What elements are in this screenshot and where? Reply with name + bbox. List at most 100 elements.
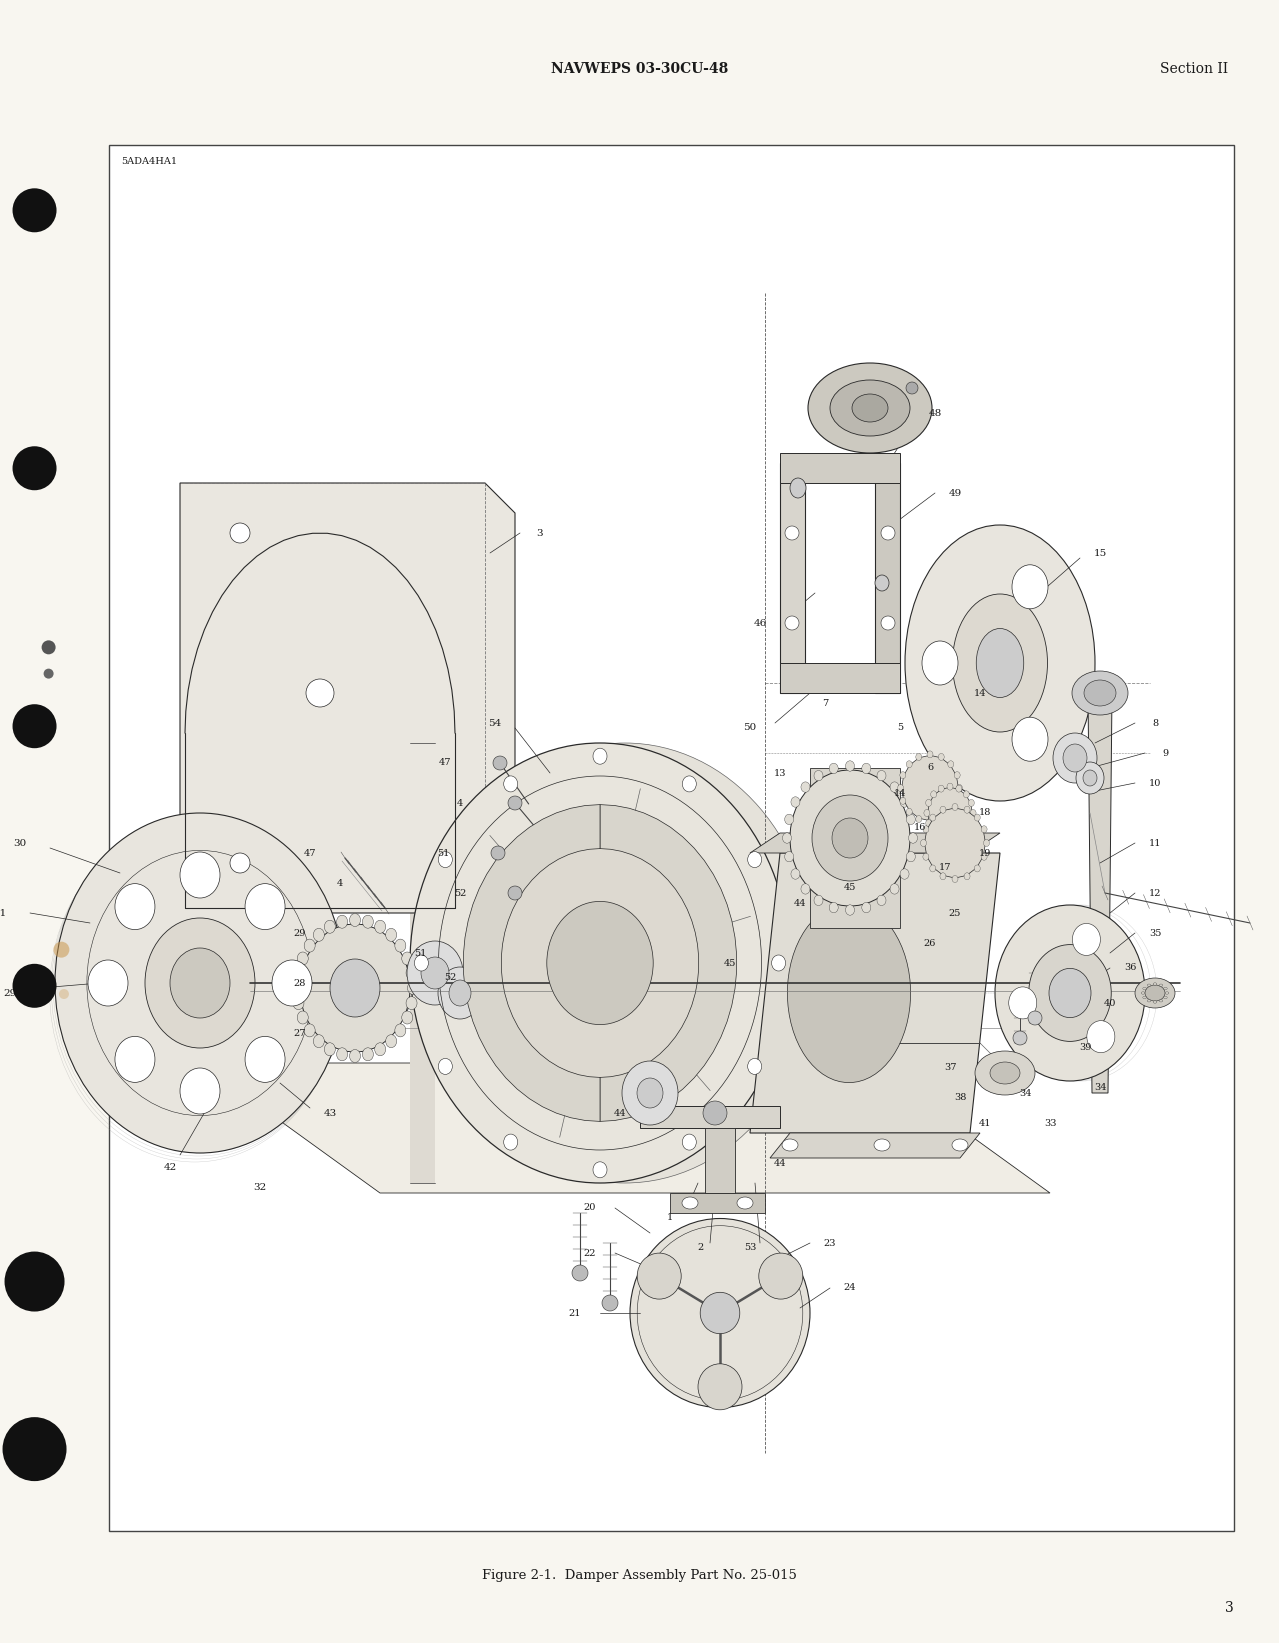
Ellipse shape — [1159, 984, 1163, 986]
Ellipse shape — [145, 918, 255, 1048]
Ellipse shape — [906, 526, 1095, 802]
Ellipse shape — [968, 800, 975, 807]
Polygon shape — [180, 483, 515, 914]
Ellipse shape — [421, 956, 449, 989]
Ellipse shape — [969, 810, 976, 817]
Ellipse shape — [622, 1061, 678, 1125]
Ellipse shape — [906, 383, 918, 394]
Text: 8: 8 — [1152, 718, 1157, 728]
Ellipse shape — [700, 1293, 739, 1334]
Ellipse shape — [349, 914, 361, 927]
Ellipse shape — [975, 813, 980, 822]
Ellipse shape — [1012, 718, 1048, 761]
Ellipse shape — [963, 828, 969, 835]
Text: 7: 7 — [822, 698, 828, 708]
Ellipse shape — [306, 679, 334, 706]
Ellipse shape — [311, 938, 399, 1038]
Text: 50: 50 — [743, 723, 757, 733]
Ellipse shape — [852, 394, 888, 422]
Ellipse shape — [297, 1010, 308, 1024]
Text: 44: 44 — [774, 1158, 787, 1168]
Ellipse shape — [781, 1139, 798, 1152]
Ellipse shape — [975, 864, 980, 872]
Ellipse shape — [952, 1139, 968, 1152]
Ellipse shape — [1154, 1001, 1156, 1004]
Ellipse shape — [301, 923, 411, 1052]
Ellipse shape — [449, 979, 471, 1006]
Ellipse shape — [437, 968, 482, 1019]
Ellipse shape — [907, 851, 916, 863]
Ellipse shape — [1028, 945, 1111, 1042]
Text: 45: 45 — [724, 958, 737, 968]
Ellipse shape — [1049, 968, 1091, 1017]
Ellipse shape — [929, 787, 972, 838]
Circle shape — [13, 705, 56, 748]
Ellipse shape — [180, 1068, 220, 1114]
Text: 25: 25 — [949, 909, 962, 917]
Text: 38: 38 — [954, 1094, 966, 1102]
Ellipse shape — [1063, 744, 1087, 772]
Ellipse shape — [491, 846, 505, 859]
Ellipse shape — [492, 756, 506, 771]
Ellipse shape — [1147, 999, 1151, 1002]
Ellipse shape — [547, 902, 654, 1025]
Ellipse shape — [995, 905, 1145, 1081]
Ellipse shape — [180, 853, 220, 899]
Ellipse shape — [829, 902, 838, 914]
Ellipse shape — [508, 886, 522, 900]
Ellipse shape — [845, 761, 854, 771]
Polygon shape — [200, 1063, 1050, 1193]
Text: 43: 43 — [324, 1109, 336, 1117]
Ellipse shape — [890, 782, 899, 792]
Ellipse shape — [115, 1037, 155, 1083]
Circle shape — [54, 941, 69, 958]
Polygon shape — [770, 1134, 980, 1158]
Circle shape — [43, 669, 54, 679]
Ellipse shape — [785, 616, 799, 629]
Text: 33: 33 — [1044, 1119, 1056, 1127]
Ellipse shape — [292, 981, 303, 994]
Ellipse shape — [1154, 983, 1156, 986]
Ellipse shape — [890, 884, 899, 894]
Ellipse shape — [784, 851, 794, 863]
Ellipse shape — [877, 771, 886, 780]
Ellipse shape — [1143, 996, 1146, 999]
Ellipse shape — [1085, 680, 1117, 706]
Ellipse shape — [923, 853, 929, 861]
Ellipse shape — [602, 1295, 618, 1311]
Ellipse shape — [790, 771, 909, 905]
Polygon shape — [780, 463, 804, 693]
Text: 51: 51 — [437, 848, 449, 858]
Text: 28: 28 — [294, 979, 306, 987]
Ellipse shape — [682, 1134, 696, 1150]
Ellipse shape — [790, 869, 799, 879]
Ellipse shape — [593, 1162, 608, 1178]
Text: 17: 17 — [939, 864, 952, 872]
Ellipse shape — [405, 997, 417, 1010]
Ellipse shape — [955, 835, 962, 841]
Text: 34: 34 — [1094, 1083, 1106, 1093]
Text: 54: 54 — [489, 718, 501, 728]
Ellipse shape — [386, 1035, 396, 1048]
Text: 22: 22 — [583, 1249, 596, 1257]
Ellipse shape — [881, 616, 895, 629]
Text: 19: 19 — [978, 848, 991, 858]
Circle shape — [42, 641, 55, 654]
Ellipse shape — [833, 818, 868, 858]
Ellipse shape — [930, 864, 936, 872]
Ellipse shape — [922, 641, 958, 685]
Ellipse shape — [293, 997, 304, 1010]
Text: 32: 32 — [253, 1183, 266, 1193]
Circle shape — [13, 447, 56, 490]
Polygon shape — [1088, 693, 1111, 1093]
Ellipse shape — [812, 795, 888, 881]
Ellipse shape — [1013, 1032, 1027, 1045]
Ellipse shape — [349, 1050, 361, 1063]
Ellipse shape — [955, 785, 962, 792]
Ellipse shape — [1141, 992, 1145, 994]
Text: 2: 2 — [697, 1244, 703, 1252]
Ellipse shape — [939, 785, 944, 792]
Ellipse shape — [408, 981, 418, 994]
Ellipse shape — [115, 884, 155, 930]
Ellipse shape — [931, 828, 936, 835]
